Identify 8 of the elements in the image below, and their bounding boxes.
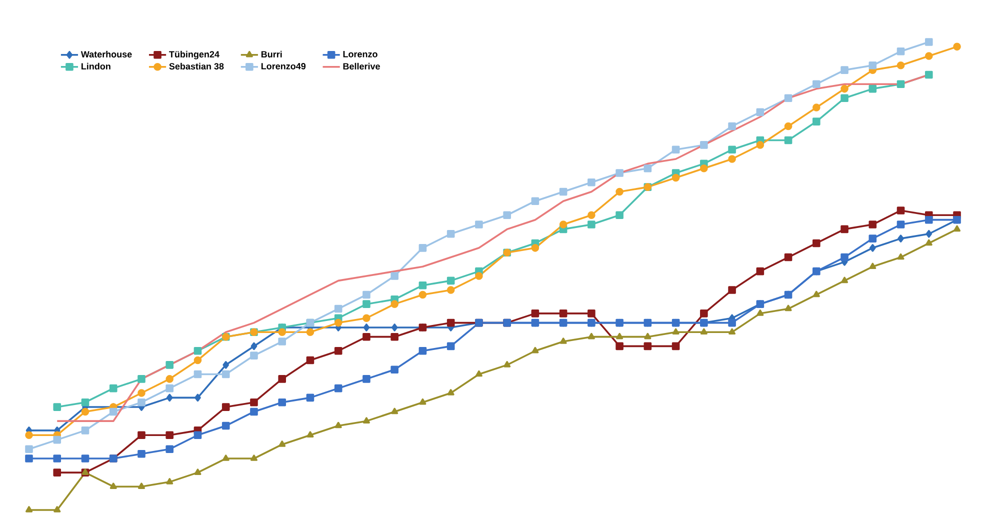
legend-label: Tübingen24: [169, 50, 220, 60]
legend-label: Lorenzo49: [261, 63, 306, 70]
legend-label: Lindon: [82, 62, 110, 70]
legend-label: Lorenzo: [343, 51, 378, 58]
legend-label: Sebastian 38: [169, 62, 224, 70]
legend-label: Bellerive: [343, 62, 380, 70]
legend-label: Waterhouse: [80, 50, 132, 58]
legend-label: Burri: [261, 50, 282, 58]
